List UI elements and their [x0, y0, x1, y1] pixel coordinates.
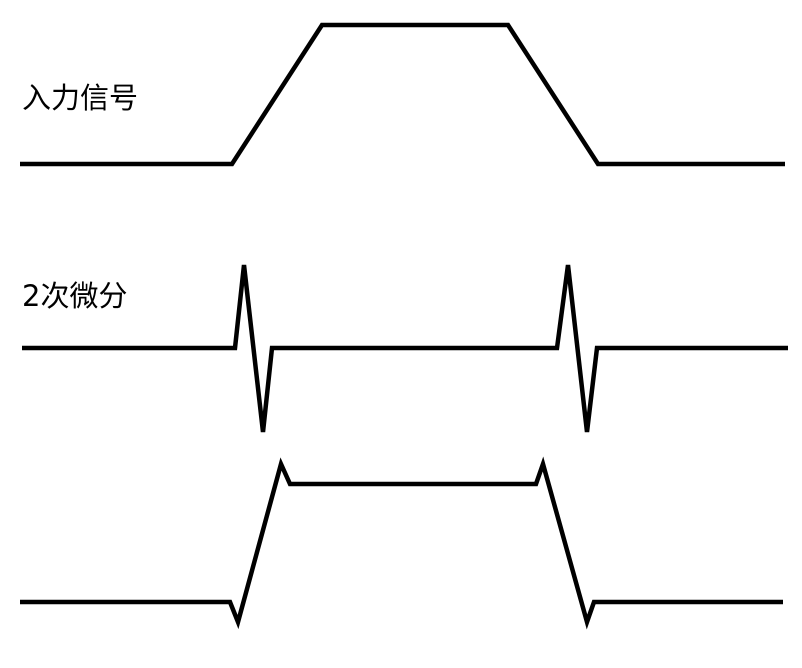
sharpened-output-waveform	[20, 456, 783, 630]
second-derivative-waveform	[22, 264, 788, 433]
input-signal-label: 入力信号	[22, 81, 139, 115]
input-signal-waveform	[20, 22, 785, 167]
second-derivative-label: 2次微分	[22, 279, 128, 313]
